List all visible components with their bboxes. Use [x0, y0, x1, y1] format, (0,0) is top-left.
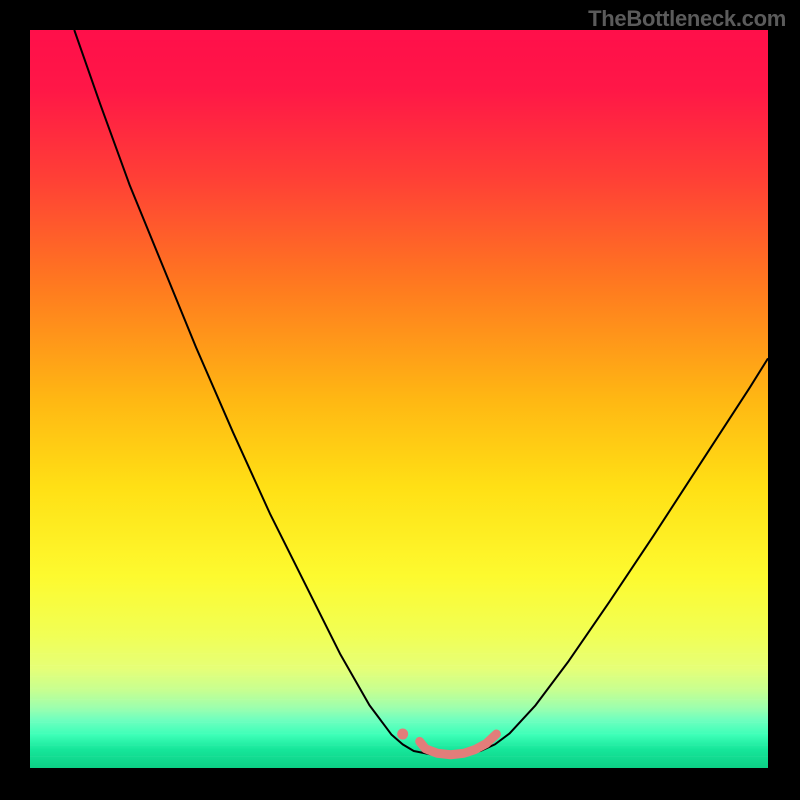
marker-dot [397, 729, 408, 740]
watermark-text: TheBottleneck.com [588, 6, 786, 32]
chart-background [30, 30, 768, 768]
bottleneck-curve-chart [30, 30, 768, 768]
chart-frame: TheBottleneck.com [0, 0, 800, 800]
